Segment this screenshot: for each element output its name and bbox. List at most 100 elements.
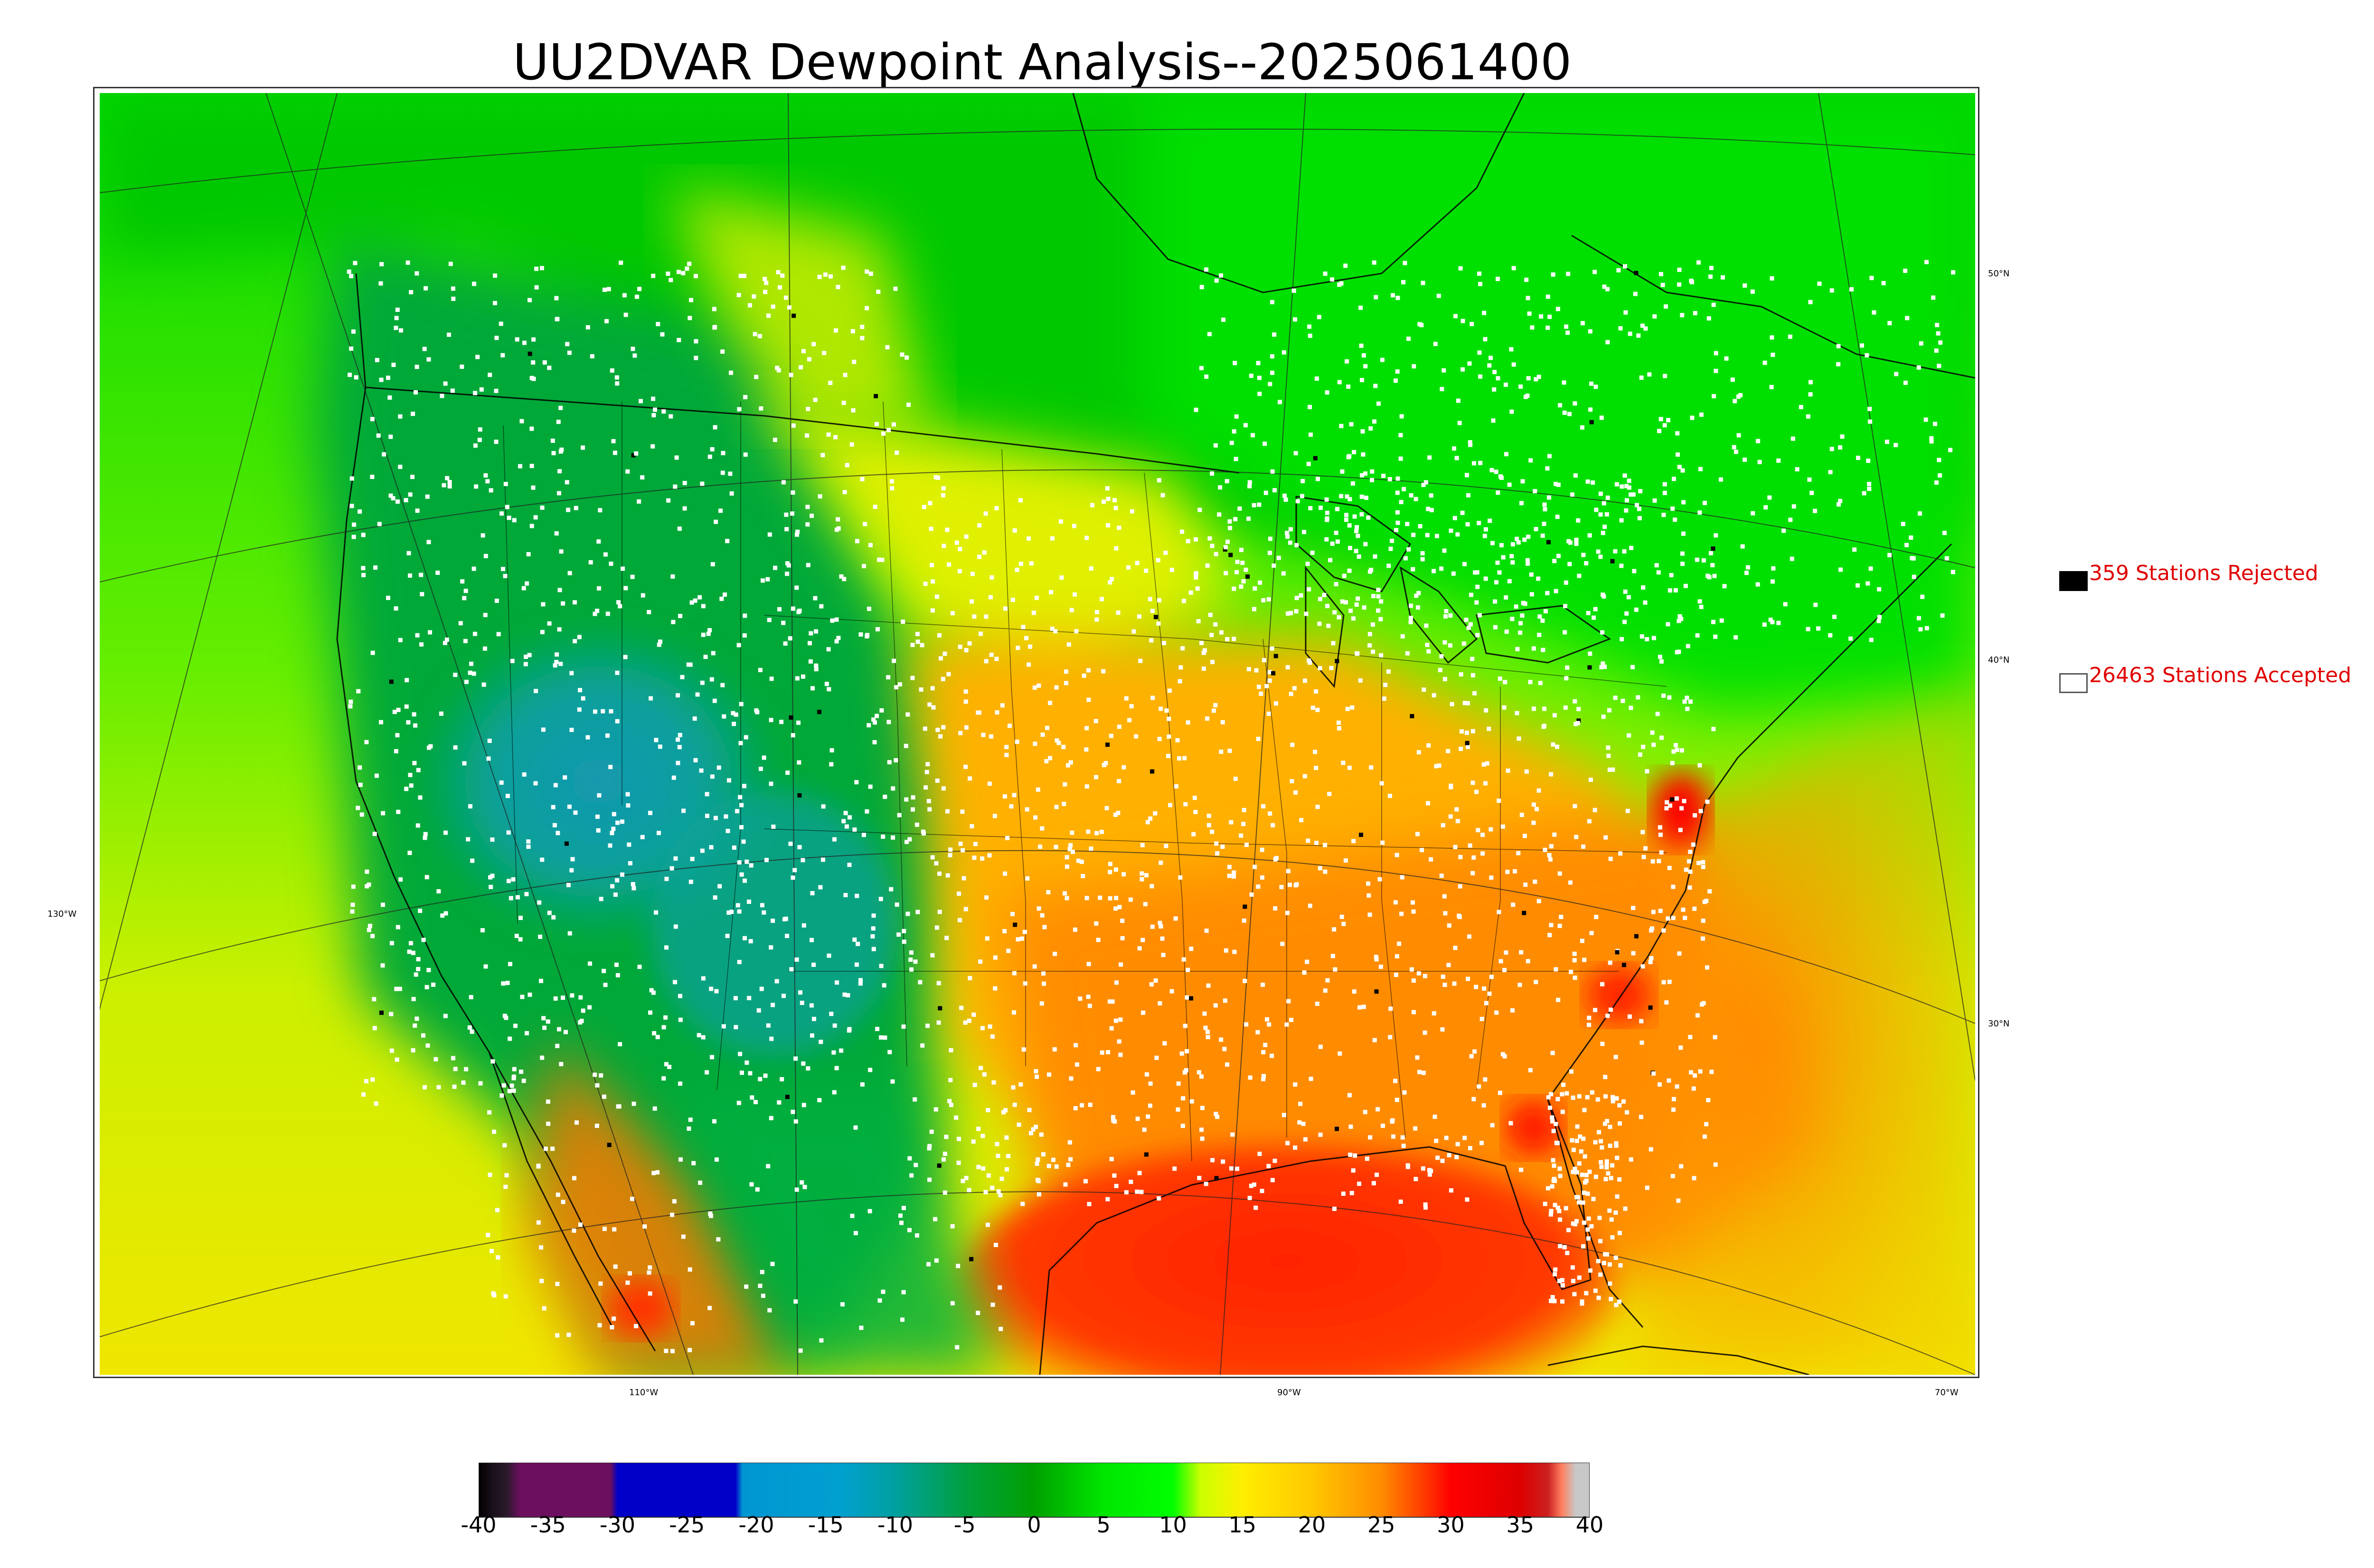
accepted-station-marker: [1673, 588, 1678, 592]
accepted-station-marker: [836, 526, 841, 531]
accepted-station-marker: [1395, 490, 1400, 495]
accepted-station-marker: [958, 645, 962, 649]
accepted-station-marker: [972, 1082, 977, 1087]
accepted-station-marker: [1176, 1081, 1181, 1086]
accepted-station-marker: [1838, 445, 1843, 450]
accepted-station-marker: [440, 913, 445, 918]
accepted-station-marker: [1776, 620, 1781, 625]
accepted-station-marker: [688, 316, 692, 320]
accepted-station-marker: [1557, 1166, 1562, 1171]
accepted-station-marker: [1031, 1127, 1036, 1132]
accepted-station-marker: [567, 931, 572, 936]
accepted-station-marker: [1094, 617, 1099, 622]
accepted-station-marker: [1548, 857, 1553, 862]
accepted-station-marker: [1344, 513, 1349, 517]
accepted-station-marker: [994, 506, 999, 511]
accepted-station-marker: [783, 641, 788, 646]
accepted-station-marker: [1227, 749, 1232, 753]
accepted-station-marker: [515, 337, 519, 342]
accepted-station-marker: [976, 1164, 981, 1169]
accepted-station-marker: [1497, 570, 1502, 575]
accepted-station-marker: [1194, 575, 1198, 580]
accepted-station-marker: [1547, 853, 1552, 857]
accepted-station-marker: [1032, 964, 1037, 969]
accepted-station-marker: [1124, 1190, 1129, 1195]
accepted-station-marker: [1213, 1003, 1218, 1008]
accepted-station-marker: [1199, 1074, 1204, 1079]
accepted-station-marker: [894, 758, 898, 762]
accepted-station-marker: [927, 1177, 932, 1182]
accepted-station-marker: [1373, 554, 1377, 559]
accepted-station-marker: [1173, 916, 1178, 921]
accepted-station-marker: [1470, 729, 1475, 733]
accepted-station-marker: [1298, 1101, 1303, 1106]
accepted-station-marker: [1494, 580, 1498, 585]
accepted-station-marker: [1603, 1075, 1608, 1080]
accepted-station-marker: [1302, 774, 1307, 779]
accepted-station-marker: [1261, 982, 1265, 987]
accepted-station-marker: [1572, 958, 1577, 963]
accepted-station-marker: [1611, 1099, 1615, 1104]
accepted-station-marker: [1075, 1062, 1079, 1067]
accepted-station-marker: [827, 953, 831, 958]
accepted-station-marker: [1795, 467, 1799, 471]
accepted-station-marker: [578, 688, 583, 693]
accepted-station-marker: [462, 761, 467, 766]
accepted-station-marker: [1398, 456, 1403, 461]
accepted-station-marker: [453, 745, 458, 750]
accepted-station-marker: [1244, 843, 1249, 847]
accepted-station-marker: [546, 1121, 551, 1126]
accepted-station-marker: [1074, 1043, 1078, 1048]
accepted-station-marker: [1465, 701, 1470, 705]
rejected-station-marker: [1648, 1005, 1653, 1010]
accepted-station-marker: [573, 810, 578, 815]
accepted-station-marker: [1574, 542, 1579, 546]
accepted-station-marker: [489, 884, 493, 889]
accepted-station-marker: [377, 522, 382, 526]
accepted-station-marker: [1272, 488, 1277, 493]
accepted-station-marker: [1100, 597, 1104, 601]
accepted-station-marker: [986, 1108, 990, 1112]
accepted-station-marker: [913, 1097, 917, 1102]
accepted-station-marker: [1436, 293, 1441, 298]
accepted-station-marker: [612, 1227, 617, 1232]
accepted-station-marker: [1543, 507, 1547, 512]
accepted-station-marker: [1273, 701, 1278, 706]
accepted-station-marker: [862, 833, 866, 837]
accepted-station-marker: [694, 356, 698, 360]
accepted-station-marker: [388, 493, 393, 498]
accepted-station-marker: [1662, 490, 1667, 495]
accepted-station-marker: [557, 1027, 561, 1032]
accepted-station-marker: [1707, 889, 1712, 894]
accepted-station-marker: [968, 776, 972, 781]
accepted-station-marker: [1593, 1140, 1598, 1145]
accepted-station-marker: [1334, 530, 1338, 535]
accepted-station-marker: [693, 598, 697, 603]
accepted-station-marker: [1175, 738, 1180, 742]
accepted-station-marker: [1828, 470, 1833, 474]
accepted-station-marker: [1462, 1136, 1467, 1140]
accepted-station-marker: [397, 986, 402, 991]
accepted-station-marker: [1268, 811, 1272, 816]
accepted-station-marker: [494, 336, 499, 340]
accepted-station-marker: [1485, 761, 1489, 766]
accepted-station-marker: [1227, 873, 1232, 878]
accepted-station-marker: [625, 792, 630, 797]
accepted-station-marker: [767, 618, 772, 622]
accepted-station-marker: [1770, 335, 1774, 340]
accepted-station-marker: [1388, 1006, 1393, 1011]
dewpoint-colorbar: [479, 1463, 1590, 1518]
accepted-station-marker: [1539, 314, 1544, 319]
accepted-station-marker: [349, 274, 354, 279]
rejected-station-marker: [1313, 456, 1318, 460]
accepted-station-marker: [941, 486, 946, 491]
accepted-station-marker: [353, 261, 358, 265]
accepted-station-marker: [1693, 1073, 1697, 1078]
accepted-station-marker: [471, 566, 476, 571]
accepted-station-marker: [1645, 769, 1649, 774]
accepted-station-marker: [1714, 351, 1718, 356]
accepted-station-marker: [1682, 699, 1687, 704]
rejected-station-marker: [1634, 271, 1639, 275]
accepted-station-marker: [657, 831, 661, 836]
accepted-station-marker: [742, 784, 746, 789]
